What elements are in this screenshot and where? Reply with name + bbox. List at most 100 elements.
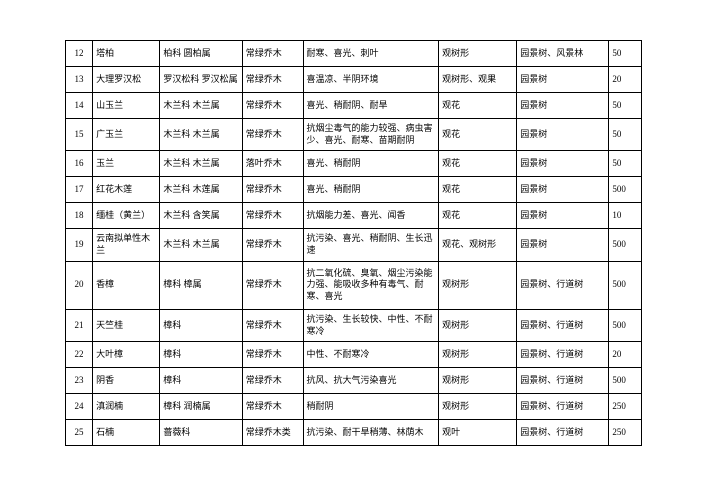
cell-family: 柏科 圆柏属 xyxy=(160,41,242,67)
cell-use: 园景树、风景林 xyxy=(517,41,609,67)
cell-num: 12 xyxy=(66,41,93,67)
table-row: 25石楠蔷薇科常绿乔木类抗污染、耐干旱稍薄、林荫木观叶园景树、行道树250 xyxy=(66,420,642,446)
cell-qty: 50 xyxy=(609,151,642,177)
cell-name: 滇润楠 xyxy=(93,394,160,420)
cell-qty: 20 xyxy=(609,342,642,368)
cell-ornamental: 观树形 xyxy=(439,41,517,67)
cell-num: 14 xyxy=(66,93,93,119)
cell-ornamental: 观树形 xyxy=(439,368,517,394)
cell-qty: 50 xyxy=(609,93,642,119)
cell-qty: 250 xyxy=(609,394,642,420)
cell-qty: 500 xyxy=(609,368,642,394)
cell-qty: 50 xyxy=(609,119,642,151)
cell-ornamental: 观树形、观果 xyxy=(439,67,517,93)
cell-ornamental: 观树形 xyxy=(439,394,517,420)
table-row: 21天竺桂樟科常绿乔木抗污染、生长较快、中性、不耐寒冷观树形园景树、行道树500 xyxy=(66,309,642,341)
cell-family: 木兰科 含笑属 xyxy=(160,203,242,229)
cell-family: 罗汉松科 罗汉松属 xyxy=(160,67,242,93)
cell-use: 园景树、行道树 xyxy=(517,261,609,309)
cell-features: 抗污染、生长较快、中性、不耐寒冷 xyxy=(303,309,439,341)
cell-ornamental: 观花 xyxy=(439,203,517,229)
cell-name: 香樟 xyxy=(93,261,160,309)
cell-use: 园景树 xyxy=(517,151,609,177)
cell-use: 园景树 xyxy=(517,177,609,203)
cell-use: 园景树 xyxy=(517,67,609,93)
cell-num: 20 xyxy=(66,261,93,309)
cell-use: 园景树、行道树 xyxy=(517,394,609,420)
cell-type: 常绿乔木 xyxy=(242,229,303,261)
cell-num: 25 xyxy=(66,420,93,446)
cell-type: 常绿乔木 xyxy=(242,119,303,151)
table-row: 13大理罗汉松罗汉松科 罗汉松属常绿乔木喜温凉、半阴环境观树形、观果园景树20 xyxy=(66,67,642,93)
plant-table: 12塔柏柏科 圆柏属常绿乔木耐寒、喜光、刺叶观树形园景树、风景林5013大理罗汉… xyxy=(65,40,642,446)
cell-qty: 500 xyxy=(609,261,642,309)
cell-ornamental: 观树形 xyxy=(439,309,517,341)
cell-ornamental: 观花 xyxy=(439,151,517,177)
cell-num: 18 xyxy=(66,203,93,229)
cell-qty: 50 xyxy=(609,41,642,67)
cell-type: 常绿乔木 xyxy=(242,41,303,67)
table-row: 19云南拟单性木兰木兰科 木兰属常绿乔木抗污染、喜光、稍耐阴、生长迅速观花、观树… xyxy=(66,229,642,261)
cell-ornamental: 观叶 xyxy=(439,420,517,446)
cell-family: 木兰科 木莲属 xyxy=(160,177,242,203)
cell-features: 抗烟能力差、喜光、闻香 xyxy=(303,203,439,229)
cell-use: 园景树、行道树 xyxy=(517,420,609,446)
cell-family: 樟科 润楠属 xyxy=(160,394,242,420)
cell-type: 常绿乔木 xyxy=(242,93,303,119)
cell-qty: 500 xyxy=(609,229,642,261)
cell-name: 塔柏 xyxy=(93,41,160,67)
cell-type: 常绿乔木 xyxy=(242,67,303,93)
cell-features: 稍耐阴 xyxy=(303,394,439,420)
cell-features: 喜光、稍耐阴 xyxy=(303,177,439,203)
cell-family: 木兰科 木兰属 xyxy=(160,229,242,261)
cell-type: 常绿乔木 xyxy=(242,261,303,309)
cell-type: 常绿乔木 xyxy=(242,342,303,368)
cell-name: 红花木莲 xyxy=(93,177,160,203)
cell-ornamental: 观花 xyxy=(439,177,517,203)
cell-features: 耐寒、喜光、刺叶 xyxy=(303,41,439,67)
cell-name: 山玉兰 xyxy=(93,93,160,119)
cell-family: 樟科 xyxy=(160,309,242,341)
cell-use: 园景树 xyxy=(517,119,609,151)
table-row: 17红花木莲木兰科 木莲属常绿乔木喜光、稍耐阴观花园景树500 xyxy=(66,177,642,203)
cell-name: 天竺桂 xyxy=(93,309,160,341)
cell-type: 常绿乔木 xyxy=(242,368,303,394)
cell-num: 23 xyxy=(66,368,93,394)
cell-num: 21 xyxy=(66,309,93,341)
cell-family: 蔷薇科 xyxy=(160,420,242,446)
cell-family: 木兰科 木兰属 xyxy=(160,119,242,151)
cell-name: 缅桂（黄兰） xyxy=(93,203,160,229)
cell-num: 24 xyxy=(66,394,93,420)
cell-name: 石楠 xyxy=(93,420,160,446)
cell-use: 园景树 xyxy=(517,203,609,229)
cell-num: 13 xyxy=(66,67,93,93)
table-row: 23阴香樟科常绿乔木抗风、抗大气污染喜光观树形园景树、行道树500 xyxy=(66,368,642,394)
table-row: 12塔柏柏科 圆柏属常绿乔木耐寒、喜光、刺叶观树形园景树、风景林50 xyxy=(66,41,642,67)
table-row: 14山玉兰木兰科 木兰属常绿乔木喜光、稍耐阴、耐旱观花园景树50 xyxy=(66,93,642,119)
cell-ornamental: 观树形 xyxy=(439,342,517,368)
cell-features: 喜温凉、半阴环境 xyxy=(303,67,439,93)
cell-num: 22 xyxy=(66,342,93,368)
cell-num: 19 xyxy=(66,229,93,261)
cell-name: 云南拟单性木兰 xyxy=(93,229,160,261)
cell-num: 15 xyxy=(66,119,93,151)
cell-features: 抗风、抗大气污染喜光 xyxy=(303,368,439,394)
cell-family: 樟科 xyxy=(160,368,242,394)
cell-qty: 250 xyxy=(609,420,642,446)
cell-name: 大理罗汉松 xyxy=(93,67,160,93)
cell-use: 园景树 xyxy=(517,93,609,119)
cell-qty: 20 xyxy=(609,67,642,93)
cell-type: 常绿乔木类 xyxy=(242,420,303,446)
cell-features: 抗烟尘毒气的能力较强、病虫害少、喜光、耐寒、苗期耐阴 xyxy=(303,119,439,151)
cell-family: 樟科 樟属 xyxy=(160,261,242,309)
cell-use: 园景树、行道树 xyxy=(517,368,609,394)
cell-name: 阴香 xyxy=(93,368,160,394)
table-row: 22大叶樟樟科常绿乔木中性、不耐寒冷观树形园景树、行道树20 xyxy=(66,342,642,368)
cell-use: 园景树 xyxy=(517,229,609,261)
cell-features: 喜光、稍耐阴、耐旱 xyxy=(303,93,439,119)
cell-ornamental: 观花 xyxy=(439,93,517,119)
cell-qty: 500 xyxy=(609,309,642,341)
cell-type: 常绿乔木 xyxy=(242,394,303,420)
cell-name: 玉兰 xyxy=(93,151,160,177)
cell-features: 抗污染、喜光、稍耐阴、生长迅速 xyxy=(303,229,439,261)
